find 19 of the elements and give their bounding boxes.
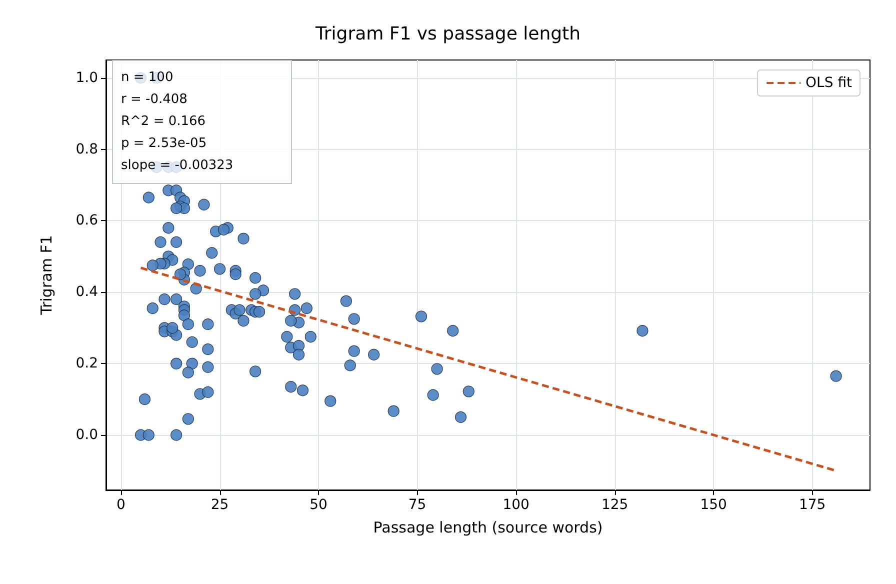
y-tick-label: 0.6 (76, 212, 98, 229)
x-tick-label: 100 (502, 497, 530, 513)
y-axis-title: Trigram F1 (38, 235, 56, 316)
x-tick-label: 125 (601, 497, 628, 513)
legend-label: OLS fit (806, 75, 853, 91)
x-tick-label: 150 (700, 497, 727, 513)
stats-box: n = 100 r = -0.408 R^2 = 0.166 p = 2.53e-05 slope = -0.00323 (112, 60, 292, 184)
y-tick-label: 0.2 (76, 356, 98, 372)
x-tick-label: 25 (210, 497, 229, 513)
x-axis-title: Passage length (source words) (373, 518, 603, 536)
x-tick-label: 50 (310, 497, 328, 513)
y-tick-label: 0.4 (76, 284, 98, 300)
y-tick-label: 0.0 (76, 427, 98, 443)
y-tick-label: 1.0 (76, 70, 98, 86)
chart-title: Trigram F1 vs passage length (314, 24, 580, 44)
y-tick-label: 0.8 (76, 141, 98, 158)
x-tick-label: 75 (408, 497, 426, 513)
x-tick-label: 175 (798, 497, 826, 513)
x-tick-label: 0 (116, 497, 126, 513)
